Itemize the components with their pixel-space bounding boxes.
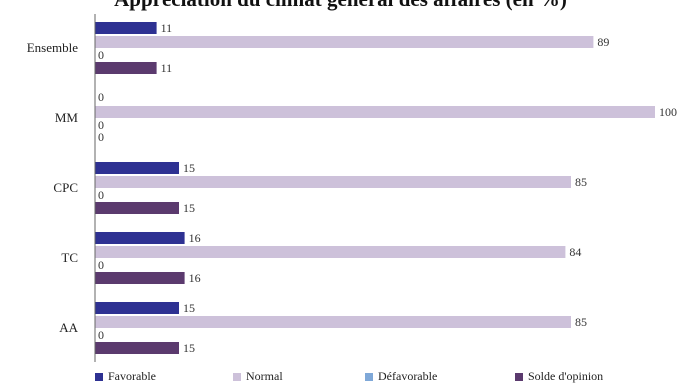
bar-mm-normal	[95, 106, 655, 118]
value-label-ensemble-solde-d-opinion: 11	[161, 61, 173, 75]
value-label-mm-solde-d-opinion: 0	[98, 130, 104, 144]
bar-tc-normal	[95, 246, 566, 258]
legend-item-d-favorable: Défavorable	[365, 369, 485, 384]
bar-cpc-normal	[95, 176, 571, 188]
bar-aa-normal	[95, 316, 571, 328]
chart-title: Appréciation du climat général des affai…	[0, 0, 681, 12]
value-label-mm-normal: 100	[659, 105, 677, 119]
legend-swatch-favorable	[95, 372, 103, 381]
value-label-tc-d-favorable: 0	[98, 258, 104, 272]
legend-item-solde-d-opinion: Solde d'opinion	[515, 369, 603, 384]
legend-label-normal: Normal	[246, 369, 283, 383]
legend-label-favorable: Favorable	[108, 369, 156, 383]
bar-cpc-favorable	[95, 162, 179, 174]
legend-label-solde-d-opinion: Solde d'opinion	[528, 369, 604, 383]
legend-label-d-favorable: Défavorable	[378, 369, 438, 383]
value-label-aa-normal: 85	[575, 315, 587, 329]
bar-aa-solde-d-opinion	[95, 342, 179, 354]
legend-swatch-d-favorable	[365, 372, 373, 381]
bar-ensemble-normal	[95, 36, 594, 48]
value-label-cpc-solde-d-opinion: 15	[183, 201, 195, 215]
category-label-aa: AA	[59, 320, 78, 335]
bar-ensemble-favorable	[95, 22, 157, 34]
value-label-ensemble-d-favorable: 0	[98, 48, 104, 62]
category-label-ensemble: Ensemble	[27, 40, 78, 55]
bars-layer	[94, 14, 655, 362]
value-label-tc-favorable: 16	[189, 231, 201, 245]
value-label-ensemble-favorable: 11	[161, 21, 173, 35]
bar-aa-favorable	[95, 302, 179, 314]
value-label-cpc-normal: 85	[575, 175, 587, 189]
legend-swatch-normal	[233, 372, 241, 381]
value-label-ensemble-normal: 89	[597, 35, 609, 49]
legend-item-normal: Normal	[233, 369, 335, 384]
category-label-cpc: CPC	[53, 180, 78, 195]
bar-ensemble-solde-d-opinion	[95, 62, 157, 74]
value-label-tc-normal: 84	[569, 245, 581, 259]
legend: Favorable Normal Défavorable Solde d'opinio…	[95, 369, 633, 384]
category-label-tc: TC	[61, 250, 78, 265]
value-label-mm-favorable: 0	[98, 90, 104, 104]
legend-swatch-solde-d-opinion	[515, 372, 523, 381]
value-label-tc-solde-d-opinion: 16	[189, 271, 201, 285]
category-label-mm: MM	[55, 110, 79, 125]
bar-cpc-solde-d-opinion	[95, 202, 179, 214]
value-label-aa-solde-d-opinion: 15	[183, 341, 195, 355]
value-label-aa-favorable: 15	[183, 301, 195, 315]
bar-chart: Ensemble1189011MM010000CPC1585015TC16840…	[27, 14, 677, 362]
labels-layer: Ensemble1189011MM010000CPC1585015TC16840…	[27, 21, 677, 355]
value-label-mm-d-favorable: 0	[98, 118, 104, 132]
legend-item-favorable: Favorable	[95, 369, 205, 384]
bar-tc-favorable	[95, 232, 185, 244]
value-label-aa-d-favorable: 0	[98, 328, 104, 342]
value-label-cpc-d-favorable: 0	[98, 188, 104, 202]
bar-tc-solde-d-opinion	[95, 272, 185, 284]
value-label-cpc-favorable: 15	[183, 161, 195, 175]
